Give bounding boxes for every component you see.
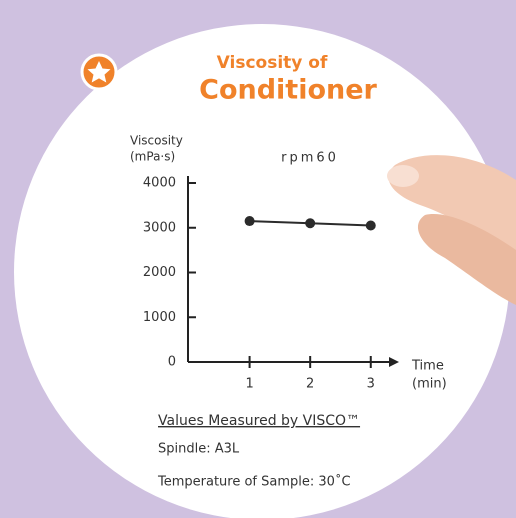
y-tick-label: 3000 [143,220,176,235]
y-tick-label: 2000 [143,265,176,280]
title-line-1: Viscosity of [217,53,328,73]
data-point [305,218,316,229]
data-point [244,216,255,227]
notes-line: Temperature of Sample: 30˚C [157,474,351,490]
y-tick-label: 4000 [143,176,176,191]
data-point [365,220,376,231]
x-tick-label: 2 [306,377,314,392]
notes-line: Spindle: A3L [158,442,240,457]
x-axis-label: Time [411,359,444,374]
title-line-2: Conditioner [199,75,377,106]
y-axis-label: Viscosity [130,134,183,148]
x-tick-label: 3 [367,377,375,392]
subtitle: rpm60 [281,151,339,166]
y-axis-unit: (mPa·s) [130,150,175,164]
x-axis-unit: (min) [412,377,447,392]
finger [387,155,516,305]
x-tick-label: 1 [245,377,253,392]
star-badge [80,53,118,91]
y-tick-label: 0 [168,355,176,370]
y-tick-label: 1000 [143,310,176,325]
notes-heading: Values Measured by VISCO™ [158,413,360,429]
circle-panel [14,24,510,518]
x-axis-arrow [389,357,399,367]
